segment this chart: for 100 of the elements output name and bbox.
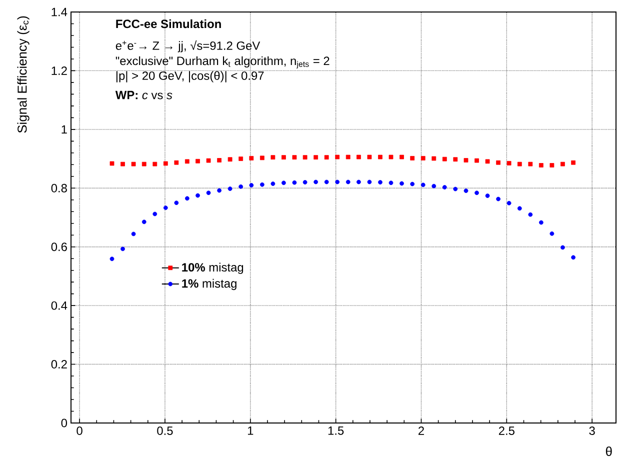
point — [560, 162, 565, 166]
point — [496, 196, 500, 202]
y-tick-label: 1 — [62, 125, 67, 134]
point — [378, 154, 382, 160]
annotation: e$^{+}$e$^{-}$→ Z → jj, √s=91.2 GeV — [116, 40, 260, 52]
point — [249, 156, 254, 160]
point — [110, 161, 114, 166]
point — [474, 158, 479, 163]
point — [485, 159, 490, 164]
point — [367, 180, 372, 184]
point — [174, 200, 179, 206]
point — [206, 190, 211, 196]
point — [442, 185, 447, 190]
x-tick-label: 0.5 — [157, 426, 173, 435]
point — [314, 180, 318, 184]
annotation: |p| > 20 GeV, |cos(θ)| < 0.97 — [116, 71, 264, 82]
point — [131, 232, 136, 236]
point — [270, 182, 276, 186]
x-tick-label: 3 — [589, 426, 595, 435]
point — [517, 206, 522, 211]
point — [442, 156, 447, 162]
point — [249, 183, 254, 188]
point — [120, 246, 125, 252]
point — [550, 163, 554, 168]
point — [228, 157, 232, 162]
point — [282, 155, 286, 160]
point — [206, 158, 211, 163]
point — [238, 156, 244, 161]
point — [228, 186, 232, 191]
point — [356, 180, 361, 184]
point — [560, 245, 565, 250]
y-tick-label: 1.2 — [52, 66, 67, 75]
point — [538, 220, 544, 225]
point — [324, 180, 329, 184]
x-axis-title: θ — [606, 446, 612, 456]
point — [152, 212, 158, 216]
point — [120, 162, 125, 166]
point — [184, 159, 190, 164]
point — [142, 220, 146, 224]
point — [367, 154, 372, 160]
point — [528, 212, 533, 217]
point — [196, 158, 200, 164]
point — [464, 158, 468, 162]
y-tick-label: 0.2 — [51, 360, 67, 369]
point — [282, 180, 286, 186]
point — [571, 255, 576, 260]
point — [335, 154, 340, 160]
point — [538, 163, 544, 168]
x-tick-label: 0 — [76, 426, 82, 435]
point — [314, 155, 318, 160]
point — [388, 180, 394, 186]
point — [292, 180, 297, 185]
point — [184, 196, 190, 201]
point — [528, 162, 533, 166]
point — [270, 155, 276, 160]
point — [302, 180, 308, 184]
x-tick-label: 2.5 — [498, 426, 514, 435]
point — [453, 186, 458, 192]
point — [196, 193, 200, 198]
annotation: "exclusive" Durham k$_{t}$ algorithm, n$_{jets}$ = 2 — [116, 56, 330, 68]
y-axis-title: Signal Efficiency (ε$_{c}$) — [17, 16, 30, 133]
point — [571, 160, 576, 165]
point — [550, 231, 554, 236]
point — [517, 162, 522, 166]
x-tick-label: 1.5 — [328, 426, 344, 435]
point — [163, 206, 168, 210]
point — [506, 200, 512, 206]
point — [420, 182, 426, 188]
point — [474, 190, 479, 196]
point — [260, 182, 264, 187]
point — [506, 160, 512, 166]
point — [400, 154, 404, 160]
y-tick-label: 0 — [61, 418, 68, 428]
point — [432, 156, 436, 161]
point — [335, 180, 340, 184]
point — [217, 158, 222, 162]
point — [346, 154, 350, 160]
point — [152, 162, 158, 166]
point — [420, 156, 426, 160]
y-tick-label: 1.4 — [52, 8, 68, 16]
point — [496, 160, 500, 165]
point — [260, 156, 264, 160]
point — [388, 154, 394, 160]
y-tick-label: 0.4 — [51, 301, 68, 310]
point — [378, 180, 382, 184]
point — [410, 156, 415, 160]
point — [453, 157, 458, 162]
y-tick-label: 0.6 — [51, 242, 67, 252]
annotation: WP: c vs s — [115, 90, 172, 100]
point — [292, 155, 297, 160]
point — [142, 162, 146, 166]
point — [432, 184, 436, 188]
point — [324, 155, 329, 160]
point — [356, 154, 361, 160]
point — [410, 182, 415, 186]
point — [464, 188, 468, 193]
point — [131, 162, 136, 166]
point — [400, 181, 404, 186]
x-tick-label: 1 — [248, 426, 254, 435]
point — [302, 155, 308, 160]
